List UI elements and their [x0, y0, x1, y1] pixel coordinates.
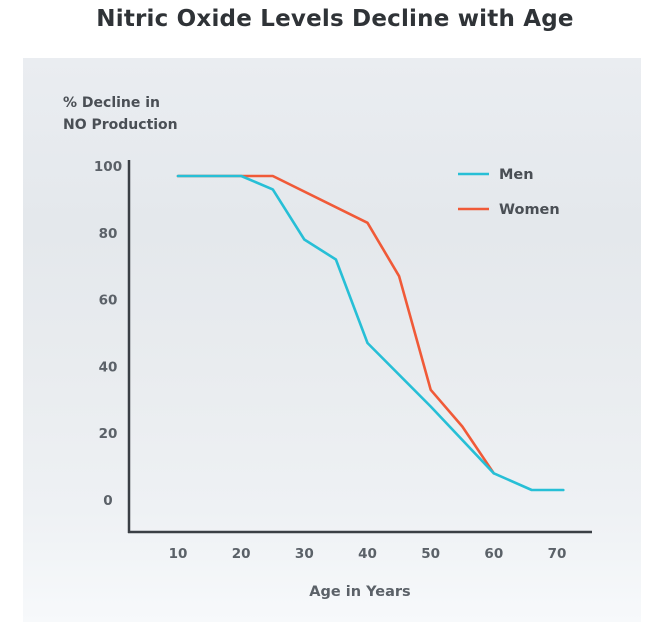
x-axis-label: Age in Years: [309, 584, 411, 600]
legend-label-women: Women: [499, 202, 560, 218]
x-tick-labels: 10 20 30 40 50 60 70: [169, 546, 567, 562]
y-tick-label: 100: [94, 159, 122, 175]
legend: Men Women: [458, 167, 560, 218]
x-tick-label: 50: [421, 546, 440, 562]
x-tick-label: 70: [548, 546, 567, 562]
y-axis-label: % Decline in NO Production: [63, 92, 178, 136]
y-tick-label: 60: [99, 293, 118, 309]
series-lines: [176, 174, 565, 492]
x-tick-label: 20: [232, 546, 251, 562]
x-tick-label: 30: [295, 546, 314, 562]
y-tick-labels: 0 20 40 60 80 100: [94, 159, 122, 509]
y-tick-label: 40: [99, 359, 118, 375]
y-tick-label: 20: [99, 426, 118, 442]
chart-panel: [23, 58, 641, 622]
y-tick-label: 0: [103, 493, 112, 509]
x-tick-label: 60: [484, 546, 503, 562]
x-tick-label: 40: [358, 546, 377, 562]
y-tick-label: 80: [99, 226, 118, 242]
series-line-women: [176, 174, 496, 475]
legend-label-men: Men: [499, 167, 534, 183]
y-axis-label-line-2: NO Production: [63, 117, 178, 133]
x-tick-label: 10: [169, 546, 188, 562]
series-line-men: [176, 174, 565, 492]
chart-title: Nitric Oxide Levels Decline with Age: [96, 6, 574, 32]
y-axis-label-line-1: % Decline in: [63, 95, 161, 111]
